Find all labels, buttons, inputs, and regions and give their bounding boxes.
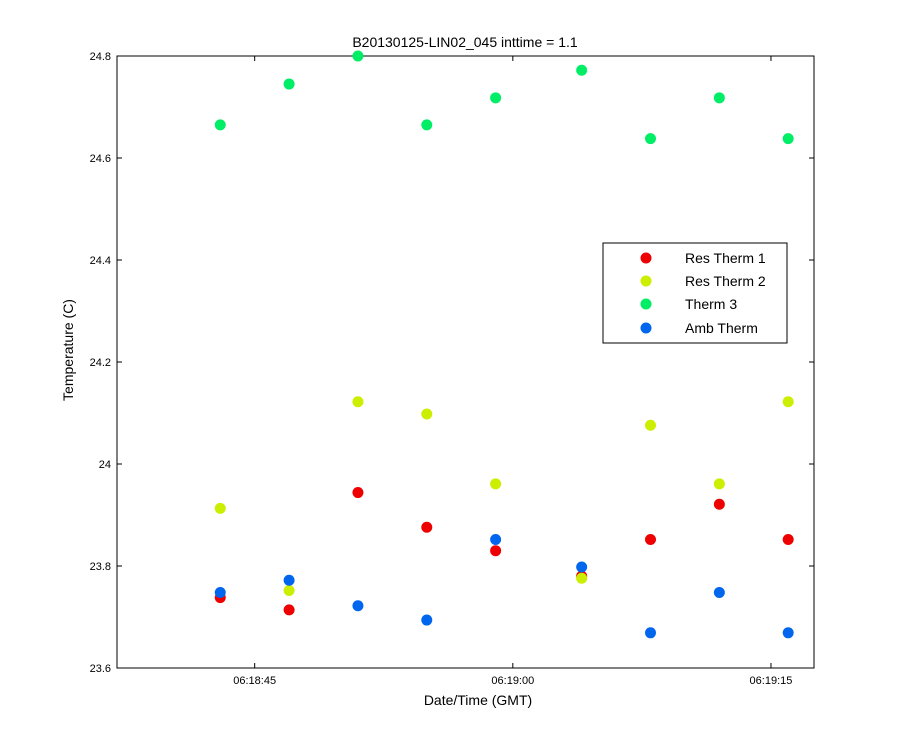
legend-marker-therm-3 [640, 298, 652, 310]
data-point-amb-therm [576, 561, 588, 573]
data-point-res-therm-2 [782, 396, 794, 408]
legend-label-res-therm-2: Res Therm 2 [685, 273, 766, 289]
data-markers [214, 50, 794, 639]
data-point-res-therm-2 [645, 419, 657, 431]
data-point-res-therm-1 [490, 545, 502, 557]
y-tick-label: 24.4 [90, 255, 111, 267]
data-point-res-therm-1 [283, 604, 295, 616]
data-point-therm-3 [352, 50, 364, 62]
y-tick-label: 24 [99, 459, 111, 471]
x-axis-title: Date/Time (GMT) [424, 692, 532, 708]
data-point-res-therm-2 [214, 502, 226, 514]
legend-label-amb-therm: Amb Therm [685, 320, 758, 336]
data-point-therm-3 [490, 92, 502, 104]
y-tick-label: 24.8 [90, 51, 111, 63]
data-point-therm-3 [214, 119, 226, 131]
data-point-res-therm-2 [352, 396, 364, 408]
axis-ticks: 23.6 23.8 24 24.2 24.4 24.6 24.8 06:18:45 06:19:… [90, 51, 814, 687]
x-tick-label: 06:19:00 [491, 675, 534, 687]
legend-label-res-therm-1: Res Therm 1 [685, 250, 766, 266]
data-point-therm-3 [645, 133, 657, 145]
y-tick-label: 23.6 [90, 663, 111, 675]
chart-title: B20130125-LIN02_045 inttime = 1.1 [352, 34, 578, 50]
data-point-res-therm-2 [713, 478, 725, 490]
data-point-therm-3 [421, 119, 433, 131]
data-point-amb-therm [490, 533, 502, 545]
x-tick-label: 06:18:45 [233, 675, 276, 687]
data-point-amb-therm [645, 627, 657, 639]
data-point-therm-3 [576, 64, 588, 76]
data-point-amb-therm [782, 627, 794, 639]
legend-box [602, 242, 788, 344]
data-point-res-therm-1 [352, 487, 364, 499]
data-point-res-therm-1 [645, 533, 657, 545]
data-point-res-therm-2 [576, 572, 588, 584]
plot-area [116, 55, 815, 669]
y-tick-label: 24.6 [90, 153, 111, 165]
y-tick-label: 23.8 [90, 561, 111, 573]
y-tick-label: 24.2 [90, 357, 111, 369]
legend-marker-res-therm-2 [640, 275, 652, 287]
data-point-res-therm-2 [283, 584, 295, 596]
legend-marker-res-therm-1 [640, 252, 652, 264]
data-point-amb-therm [214, 587, 226, 599]
data-point-res-therm-2 [490, 478, 502, 490]
legend-label-therm-3: Therm 3 [685, 296, 737, 312]
data-point-res-therm-1 [713, 498, 725, 510]
data-point-therm-3 [283, 78, 295, 90]
data-point-amb-therm [421, 614, 433, 626]
data-point-res-therm-1 [421, 521, 433, 533]
data-point-amb-therm [713, 587, 725, 599]
legend: Res Therm 1 Res Therm 2 Therm 3 Amb Ther… [602, 242, 788, 344]
x-tick-label: 06:19:15 [750, 675, 793, 687]
y-axis-title: Temperature (C) [60, 299, 76, 401]
data-point-amb-therm [352, 600, 364, 612]
legend-marker-amb-therm [640, 322, 652, 334]
data-point-therm-3 [713, 92, 725, 104]
data-point-amb-therm [283, 574, 295, 586]
data-point-res-therm-1 [782, 533, 794, 545]
data-point-res-therm-2 [421, 408, 433, 420]
data-point-therm-3 [782, 133, 794, 145]
